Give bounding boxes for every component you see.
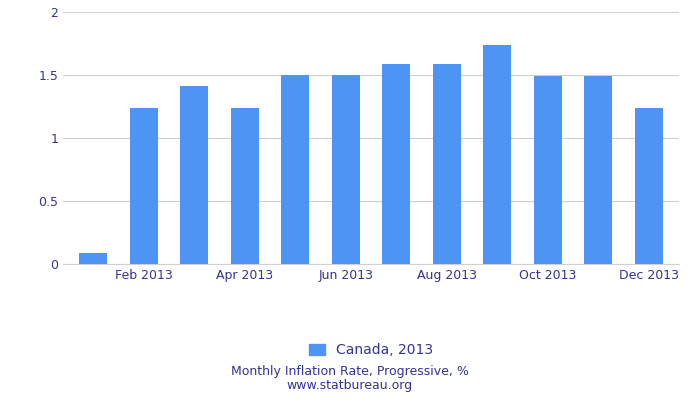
Bar [635,108,663,264]
Bar [483,45,511,264]
Bar [231,108,259,264]
Bar [281,75,309,264]
Bar [433,64,461,264]
Bar [584,76,612,264]
Bar [332,75,360,264]
Bar [534,76,561,264]
Bar [79,253,107,264]
Text: www.statbureau.org: www.statbureau.org [287,380,413,392]
Text: Monthly Inflation Rate, Progressive, %: Monthly Inflation Rate, Progressive, % [231,366,469,378]
Bar [181,86,208,264]
Legend: Canada, 2013: Canada, 2013 [303,338,439,363]
Bar [382,64,410,264]
Bar [130,108,158,264]
